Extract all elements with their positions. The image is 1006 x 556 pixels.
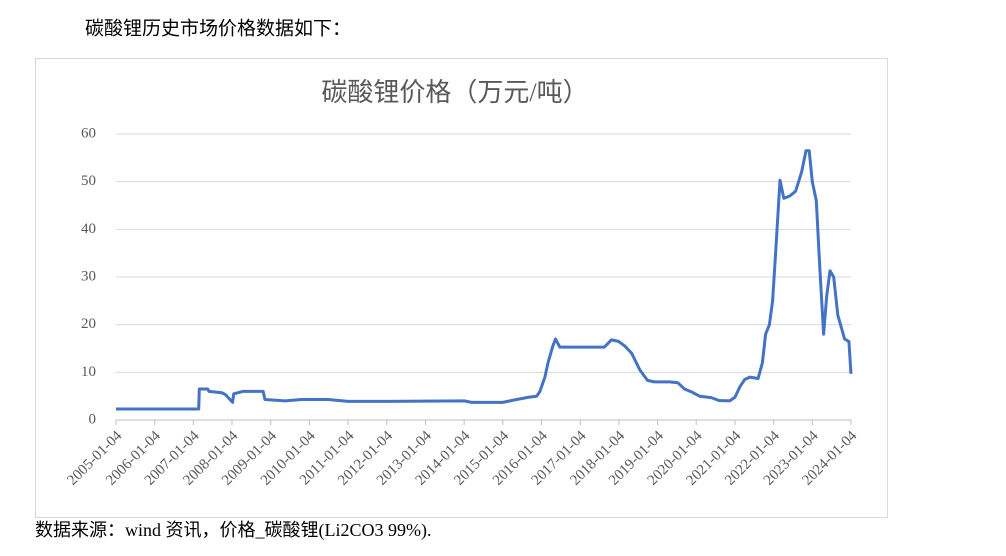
price-line xyxy=(116,149,853,411)
y-tick-label: 30 xyxy=(81,268,96,284)
chart-title: 碳酸锂价格（万元/吨） xyxy=(321,78,588,107)
y-tick-label: 60 xyxy=(81,125,96,141)
source-note: 数据来源：wind 资讯，价格_碳酸锂(Li2CO3 99%). xyxy=(35,520,431,541)
y-tick-label: 0 xyxy=(89,411,97,427)
chart-frame xyxy=(35,58,888,518)
intro-text: 碳酸锂历史市场价格数据如下： xyxy=(85,17,351,39)
y-tick-label: 20 xyxy=(81,316,96,332)
y-tick-label: 50 xyxy=(81,173,96,189)
y-tick-label: 40 xyxy=(81,221,96,237)
y-tick-label: 10 xyxy=(81,364,96,380)
